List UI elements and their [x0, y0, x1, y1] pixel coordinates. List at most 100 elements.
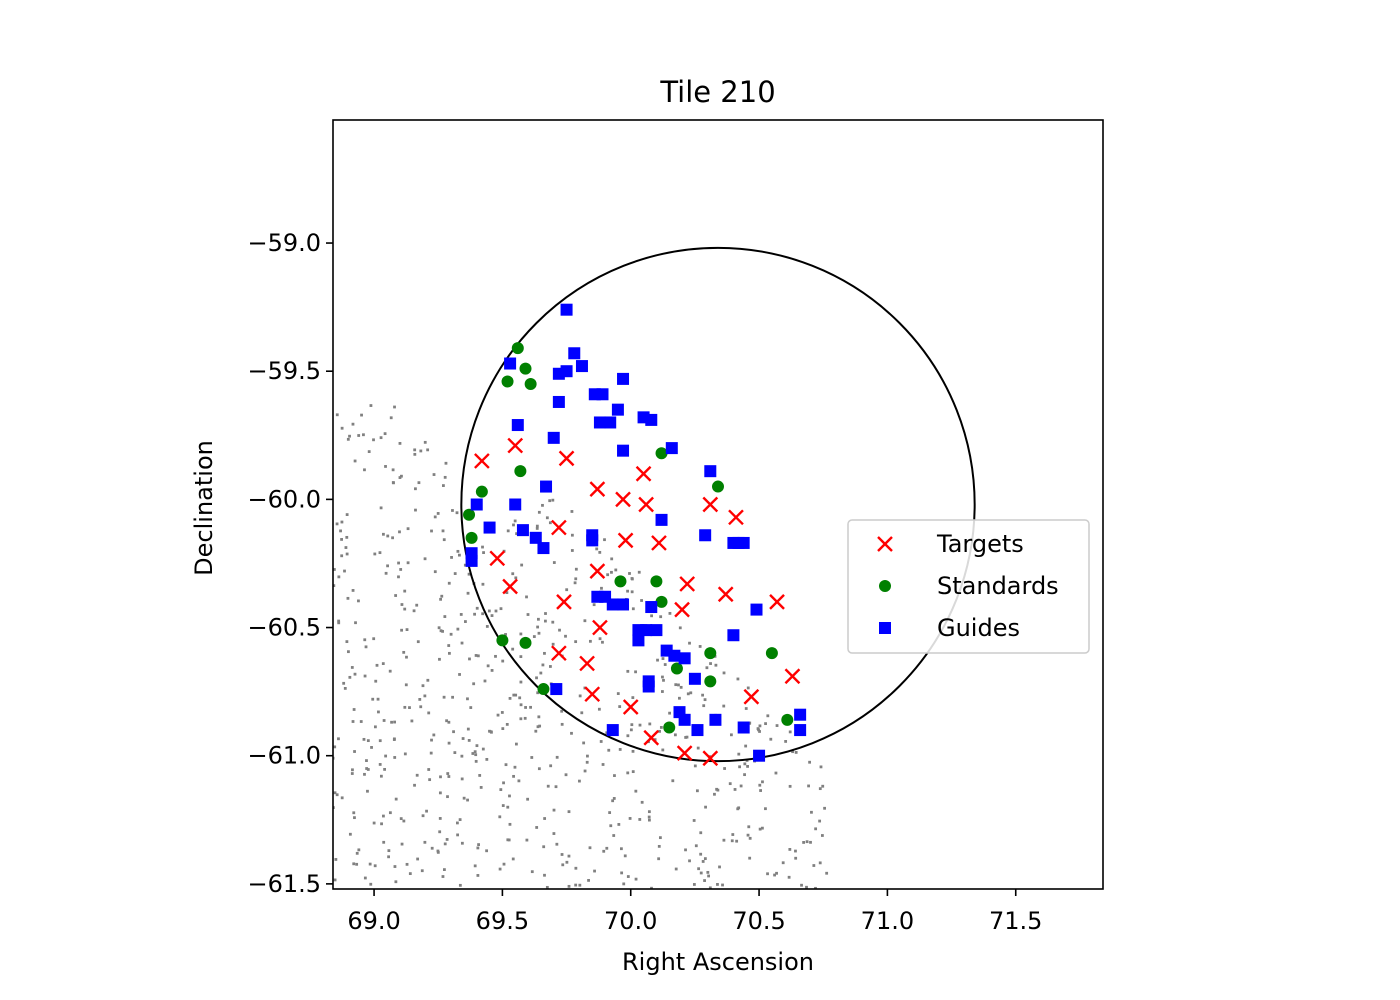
guides-point	[552, 395, 565, 408]
legend-marker-targets	[877, 536, 893, 552]
background-star	[506, 529, 510, 533]
background-star	[476, 654, 480, 658]
background-star	[787, 875, 791, 879]
background-star	[440, 594, 444, 598]
guides-point	[650, 624, 663, 637]
guides-point	[560, 303, 573, 316]
background-star	[761, 826, 764, 830]
background-star	[494, 609, 498, 613]
background-star	[443, 615, 447, 618]
background-star	[807, 784, 810, 788]
legend-frame	[847, 519, 1090, 654]
background-star	[809, 840, 812, 844]
background-star	[502, 781, 505, 785]
background-star	[530, 756, 534, 759]
background-star	[737, 806, 741, 810]
guides-point	[575, 360, 588, 373]
guides-point	[547, 431, 560, 444]
background-star	[825, 871, 829, 875]
background-star	[413, 452, 417, 456]
background-star	[705, 666, 709, 670]
standards-point	[704, 675, 717, 688]
background-star	[508, 696, 512, 700]
background-star	[335, 522, 339, 526]
guides-point	[606, 724, 619, 737]
background-star	[419, 449, 423, 453]
background-star	[603, 538, 606, 542]
standards-point	[655, 595, 668, 608]
standards-point	[614, 575, 627, 588]
guides-point	[704, 465, 717, 478]
background-star	[456, 821, 459, 825]
background-star	[490, 730, 493, 734]
guides-point	[645, 601, 658, 614]
background-star	[713, 792, 716, 796]
background-star	[369, 404, 373, 407]
background-star	[477, 843, 480, 846]
background-star	[375, 663, 379, 667]
background-star	[481, 545, 484, 549]
background-star	[369, 882, 373, 886]
background-star	[513, 765, 517, 769]
background-star	[609, 824, 613, 828]
background-star	[426, 448, 430, 452]
background-star	[337, 621, 341, 625]
background-star	[378, 739, 382, 743]
guides-point	[665, 442, 678, 455]
background-star	[467, 572, 471, 576]
background-star	[498, 815, 502, 819]
background-star	[766, 714, 770, 718]
background-star	[552, 832, 556, 835]
background-star	[448, 651, 451, 655]
background-star	[537, 631, 541, 635]
background-star	[388, 669, 392, 673]
targets-point	[558, 450, 575, 467]
background-star	[631, 607, 635, 611]
background-star	[473, 750, 477, 754]
background-star	[736, 677, 740, 681]
background-star	[756, 727, 760, 731]
background-star	[592, 603, 596, 607]
background-star	[560, 722, 564, 726]
guides-point	[537, 542, 550, 555]
background-star	[501, 804, 505, 807]
background-star	[487, 609, 491, 613]
background-star	[478, 774, 482, 777]
background-star	[429, 751, 433, 755]
background-star	[350, 666, 354, 669]
background-star	[722, 671, 726, 675]
background-star	[709, 662, 712, 665]
background-star	[438, 657, 441, 661]
background-star	[368, 862, 372, 866]
background-star	[812, 864, 816, 867]
background-star	[488, 729, 491, 733]
background-star	[430, 846, 434, 850]
background-star	[538, 724, 542, 728]
background-star	[405, 628, 409, 632]
background-star	[536, 725, 540, 729]
background-star	[628, 817, 632, 820]
targets-point	[638, 496, 654, 513]
background-star	[788, 784, 792, 788]
background-star	[747, 825, 751, 829]
background-star	[612, 834, 616, 837]
background-star	[692, 819, 696, 822]
background-star	[661, 675, 664, 679]
background-star	[699, 871, 703, 875]
background-star	[695, 789, 699, 793]
targets-point	[474, 453, 490, 469]
background-star	[443, 868, 446, 872]
background-star	[372, 821, 376, 825]
background-star	[508, 822, 512, 826]
background-star	[475, 744, 479, 748]
background-star	[630, 577, 634, 581]
background-star	[758, 730, 761, 733]
background-star	[657, 844, 661, 848]
background-star	[352, 811, 356, 815]
background-star	[578, 779, 581, 783]
background-star	[775, 871, 778, 875]
targets-point	[674, 601, 690, 618]
background-star	[451, 509, 454, 512]
background-star	[373, 552, 377, 556]
standards-point	[463, 508, 476, 521]
